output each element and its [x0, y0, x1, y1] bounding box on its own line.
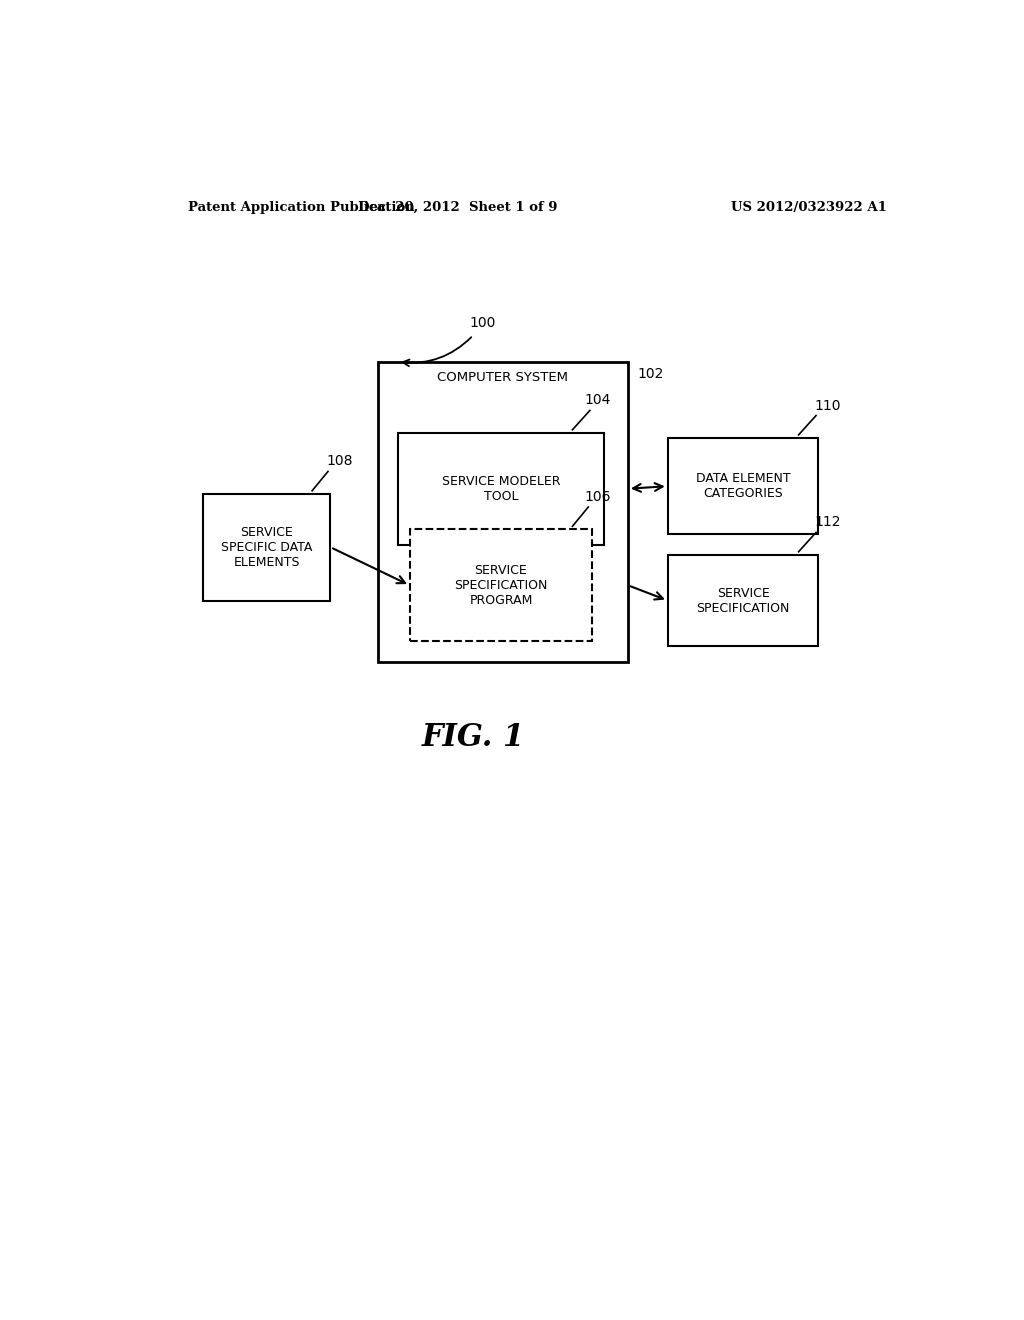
- Text: 108: 108: [327, 454, 353, 469]
- Text: SERVICE MODELER
TOOL: SERVICE MODELER TOOL: [441, 475, 560, 503]
- Text: 100: 100: [469, 315, 496, 330]
- Text: Patent Application Publication: Patent Application Publication: [187, 201, 415, 214]
- Text: 106: 106: [585, 490, 611, 504]
- Text: 110: 110: [814, 399, 841, 412]
- Text: Dec. 20, 2012  Sheet 1 of 9: Dec. 20, 2012 Sheet 1 of 9: [357, 201, 557, 214]
- Text: FIG. 1: FIG. 1: [422, 722, 525, 754]
- Bar: [410, 529, 592, 642]
- Text: SERVICE
SPECIFIC DATA
ELEMENTS: SERVICE SPECIFIC DATA ELEMENTS: [221, 525, 312, 569]
- Text: SERVICE
SPECIFICATION
PROGRAM: SERVICE SPECIFICATION PROGRAM: [455, 564, 548, 607]
- Text: DATA ELEMENT
CATEGORIES: DATA ELEMENT CATEGORIES: [695, 473, 791, 500]
- Bar: [397, 433, 604, 545]
- Bar: [378, 362, 628, 661]
- Bar: [668, 438, 818, 535]
- Text: COMPUTER SYSTEM: COMPUTER SYSTEM: [437, 371, 568, 384]
- Text: 104: 104: [585, 393, 610, 408]
- Bar: [668, 554, 818, 647]
- Bar: [204, 494, 331, 601]
- Text: 102: 102: [638, 367, 664, 380]
- Text: 112: 112: [814, 515, 841, 529]
- Text: US 2012/0323922 A1: US 2012/0323922 A1: [731, 201, 887, 214]
- Text: SERVICE
SPECIFICATION: SERVICE SPECIFICATION: [696, 586, 790, 615]
